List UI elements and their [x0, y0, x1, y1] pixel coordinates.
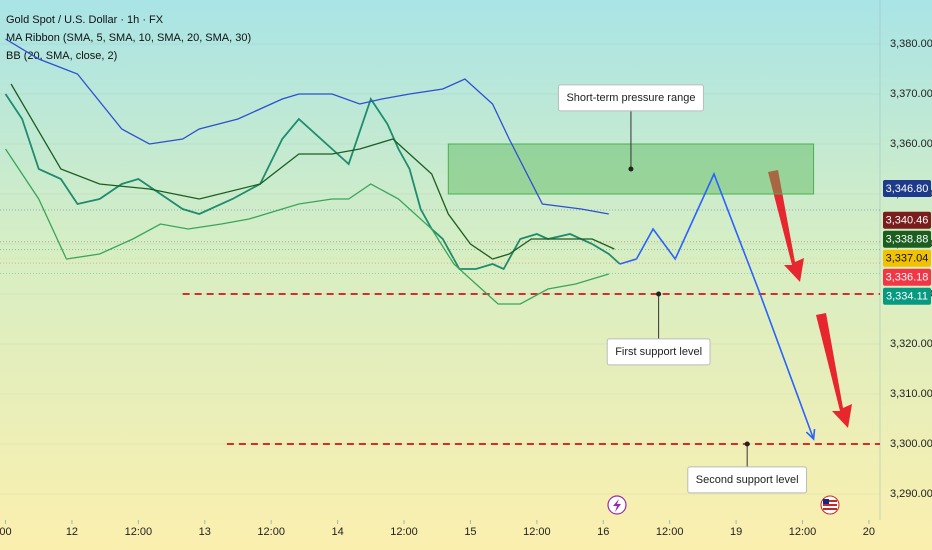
series-line: [10, 83, 615, 260]
x-tick-label: 14: [331, 526, 343, 538]
last-value-label: 3,340.46: [886, 215, 929, 227]
flag-icon: [820, 495, 840, 515]
x-tick-label: 20: [863, 526, 875, 538]
leader-dot: [628, 166, 634, 172]
callout-box: [606, 338, 711, 366]
projection-arrowhead: [805, 428, 816, 441]
x-tick-label: 12:00: [125, 526, 153, 538]
last-value-tag: [883, 268, 931, 286]
last-value-tag: [883, 180, 931, 197]
x-tick-label: 12:00: [656, 526, 684, 538]
indicator-label: MA Ribbon (SMA, 5, SMA, 10, SMA, 20, SMA…: [6, 32, 251, 44]
y-tick-label: 3,360.00: [890, 138, 932, 150]
x-tick-label: 19: [730, 526, 742, 538]
indicator-label: BB (20, SMA, close, 2): [6, 50, 117, 62]
x-tick-label: 12:00: [390, 526, 418, 538]
y-tick-label: 3,290.00: [890, 488, 932, 500]
series-line: [5, 38, 609, 215]
x-tick-label: 16: [597, 526, 609, 538]
leader-dot: [744, 441, 750, 447]
y-tick-label: 3,370.00: [890, 88, 932, 100]
callout-label: Second support level: [696, 474, 799, 486]
series-line: [4, 148, 609, 305]
callout-box: [557, 84, 704, 112]
x-tick-label: 12:00: [789, 526, 817, 538]
x-tick-label: 00: [0, 526, 12, 538]
y-tick-label: 3,300.00: [890, 438, 932, 450]
leader-dot: [656, 291, 662, 297]
callout-label: Short-term pressure range: [566, 92, 695, 104]
last-value-label: 3,334.11: [886, 291, 928, 303]
last-value-tag: [883, 287, 931, 305]
chart-title: Gold Spot / U.S. Dollar · 1h · FX: [6, 14, 164, 26]
y-tick-label: 3,320.00: [890, 338, 932, 350]
x-tick-label: 13: [199, 526, 211, 538]
series-line: [4, 93, 621, 271]
event-icon: [607, 495, 627, 515]
red-arrow: [816, 313, 852, 428]
x-tick-label: 12:00: [257, 526, 285, 538]
projection-line: [619, 171, 815, 440]
last-value-label: 3,336.18: [886, 272, 929, 284]
x-tick-label: 15: [464, 526, 476, 538]
y-tick-label: 3,310.00: [890, 388, 932, 400]
x-tick-label: 12: [66, 526, 78, 538]
x-tick-label: 12:00: [523, 526, 551, 538]
y-tick-label: 3,380.00: [890, 38, 932, 50]
callout-label: First support level: [615, 346, 702, 358]
last-value-tag: [883, 211, 931, 229]
last-value-label: 3,337.04: [886, 253, 929, 265]
red-arrow: [768, 170, 804, 282]
last-value-label: 3,338.88: [886, 234, 929, 246]
last-value-label: 3,346.80: [886, 183, 929, 195]
callout-box: [687, 466, 808, 494]
last-value-tag: [883, 230, 931, 248]
last-value-tag: [883, 249, 931, 267]
